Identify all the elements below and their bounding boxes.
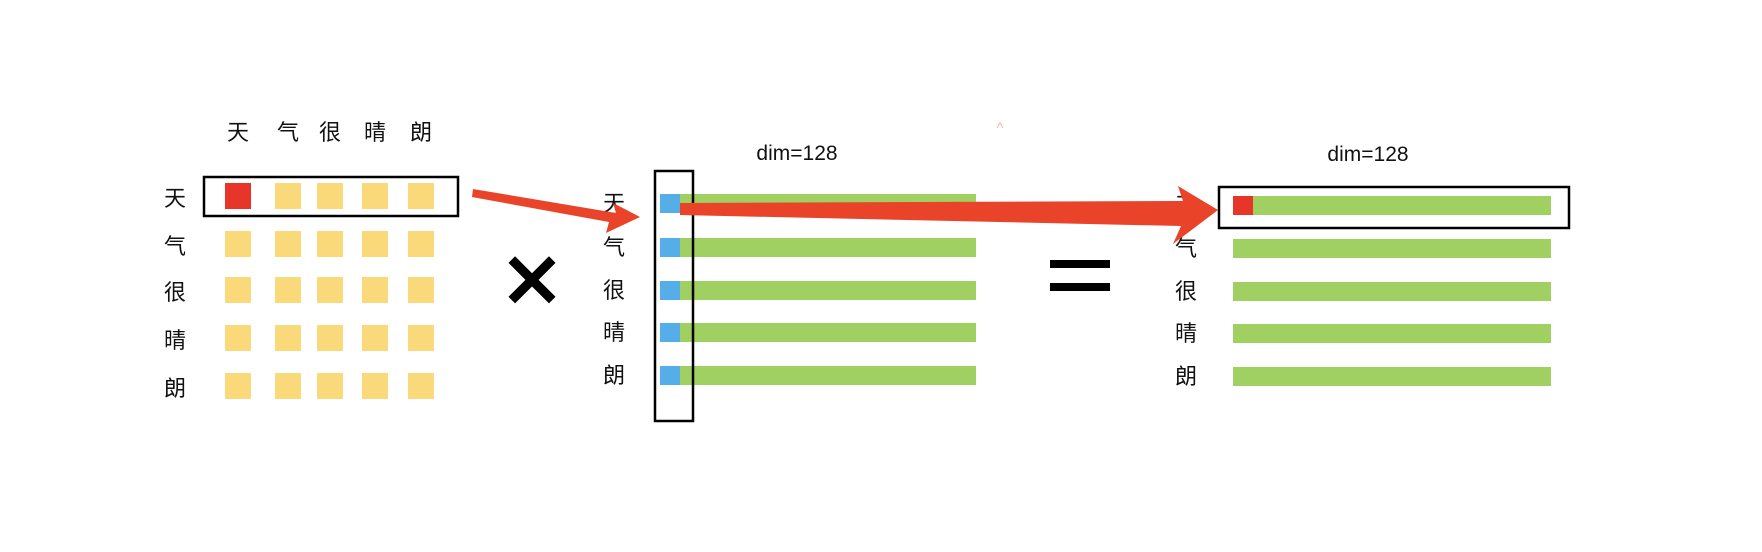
output-row-label: 朗 bbox=[1175, 365, 1197, 390]
equals-bar-bottom bbox=[1050, 283, 1110, 291]
value-row-label: 朗 bbox=[603, 364, 625, 389]
attention-cell bbox=[317, 183, 343, 209]
attention-cells bbox=[225, 183, 434, 399]
attention-cell bbox=[362, 231, 388, 257]
attention-cell bbox=[225, 325, 251, 351]
output-row-label: 气 bbox=[1175, 237, 1197, 262]
stray-mark bbox=[996, 122, 1004, 129]
value-row-label: 气 bbox=[603, 236, 625, 261]
value-row-bar bbox=[660, 323, 976, 342]
attention-cell bbox=[362, 373, 388, 399]
attention-cell bbox=[317, 277, 343, 303]
attention-cell bbox=[275, 373, 301, 399]
attention-cell bbox=[275, 277, 301, 303]
attention-row-label: 朗 bbox=[164, 377, 186, 402]
output-dim-label: dim=128 bbox=[1327, 143, 1408, 166]
attention-column-labels: 天 气很晴朗 bbox=[227, 121, 432, 146]
output-rows bbox=[1233, 196, 1551, 386]
output-row-bar bbox=[1233, 239, 1551, 258]
attention-row-highlight-box bbox=[202, 175, 460, 218]
arrow-attention-to-value bbox=[472, 189, 640, 233]
attention-cell bbox=[317, 373, 343, 399]
attention-row-label: 天 bbox=[164, 187, 186, 212]
value-first-column-cell bbox=[660, 323, 680, 342]
attention-cell bbox=[362, 325, 388, 351]
attention-cell bbox=[362, 277, 388, 303]
output-row-label: 晴 bbox=[1175, 322, 1197, 347]
attention-row-label: 气 bbox=[164, 235, 186, 260]
value-column-highlight-box bbox=[653, 169, 695, 423]
attention-matrix: 天气很晴朗 天气很晴朗 bbox=[164, 121, 460, 402]
value-first-column-cell bbox=[660, 194, 680, 213]
output-row-highlight-box bbox=[1217, 185, 1571, 230]
attention-cell bbox=[317, 231, 343, 257]
value-first-column-cell bbox=[660, 366, 680, 385]
attention-cell bbox=[408, 277, 434, 303]
attention-col-label: 气 bbox=[277, 121, 299, 146]
value-row-label: 很 bbox=[603, 279, 625, 304]
value-row-bar bbox=[660, 238, 976, 257]
attention-col-label: 天 bbox=[227, 121, 249, 146]
value-first-column-cell bbox=[660, 238, 680, 257]
arrow-value-to-output bbox=[680, 186, 1218, 244]
equals-operator bbox=[1050, 260, 1110, 291]
attention-cell bbox=[408, 183, 434, 209]
attention-row-label: 晴 bbox=[164, 329, 186, 354]
attention-col-label: 晴 bbox=[364, 121, 386, 146]
attention-row-label: 很 bbox=[164, 281, 186, 306]
value-dim-label: dim=128 bbox=[756, 142, 837, 165]
arrows bbox=[472, 186, 1218, 244]
output-row-bar bbox=[1233, 282, 1551, 301]
attention-cell bbox=[275, 183, 301, 209]
value-first-column-cell bbox=[660, 281, 680, 300]
output-row-bar bbox=[1233, 367, 1551, 386]
value-row-bar bbox=[660, 366, 976, 385]
attention-cell bbox=[408, 373, 434, 399]
attention-cell-highlighted bbox=[225, 183, 251, 209]
attention-cell bbox=[225, 373, 251, 399]
attention-cell bbox=[408, 325, 434, 351]
attention-cell bbox=[317, 325, 343, 351]
attention-cell bbox=[225, 231, 251, 257]
output-row-label: 很 bbox=[1175, 280, 1197, 305]
attention-col-label: 很 bbox=[319, 121, 341, 146]
output-first-cell bbox=[1233, 196, 1253, 215]
attention-cell bbox=[275, 231, 301, 257]
output-row-bar bbox=[1233, 196, 1551, 215]
equals-bar-top bbox=[1050, 260, 1110, 268]
multiply-operator: × bbox=[498, 231, 565, 324]
output-row-bar bbox=[1233, 324, 1551, 343]
attention-col-label: 朗 bbox=[410, 121, 432, 146]
attention-cell bbox=[408, 231, 434, 257]
attention-cell bbox=[275, 325, 301, 351]
value-row-label: 晴 bbox=[603, 321, 625, 346]
value-row-bar bbox=[660, 281, 976, 300]
attention-cell bbox=[362, 183, 388, 209]
value-rows bbox=[660, 194, 976, 385]
attention-cell bbox=[225, 277, 251, 303]
